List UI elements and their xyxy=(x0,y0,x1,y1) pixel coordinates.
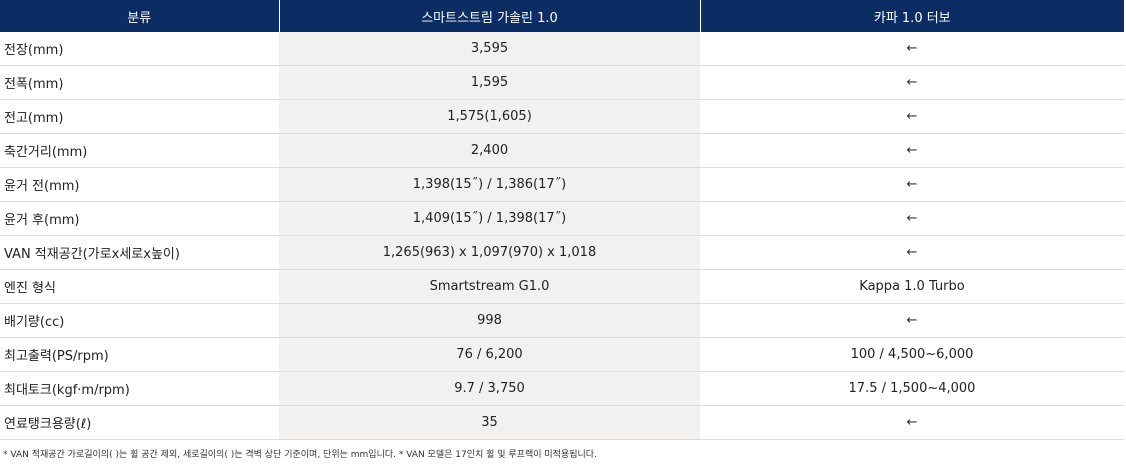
table-row: 축간거리(mm) 2,400 ← xyxy=(0,133,1124,168)
smartstream-value: 35 xyxy=(279,405,700,440)
spec-table: 분류 스마트스트림 가솔린 1.0 카파 1.0 터보 전장(mm) 3,595… xyxy=(0,0,1124,440)
kappa-value: ← xyxy=(700,201,1124,236)
smartstream-value: Smartstream G1.0 xyxy=(279,269,700,304)
row-label: 최고출력(PS/rpm) xyxy=(0,337,279,372)
row-label: 배기량(cc) xyxy=(0,303,279,338)
kappa-value: 17.5 / 1,500~4,000 xyxy=(700,371,1124,406)
row-label: 전장(mm) xyxy=(0,32,279,66)
smartstream-value: 1,398(15˝) / 1,386(17˝) xyxy=(279,167,700,202)
table-row: 최대토크(kgf·m/rpm) 9.7 / 3,750 17.5 / 1,500… xyxy=(0,371,1124,406)
row-label: 엔진 형식 xyxy=(0,269,279,304)
smartstream-value: 9.7 / 3,750 xyxy=(279,371,700,406)
header-smartstream: 스마트스트림 가솔린 1.0 xyxy=(279,0,701,32)
kappa-value: 100 / 4,500~6,000 xyxy=(700,337,1124,372)
smartstream-value: 3,595 xyxy=(279,32,700,66)
row-label: VAN 적재공간(가로x세로x높이) xyxy=(0,235,279,270)
kappa-value: ← xyxy=(700,99,1124,134)
smartstream-value: 2,400 xyxy=(279,133,700,168)
table-row: 배기량(cc) 998 ← xyxy=(0,303,1124,338)
kappa-value: ← xyxy=(700,167,1124,202)
smartstream-value: 1,575(1,605) xyxy=(279,99,700,134)
kappa-value: Kappa 1.0 Turbo xyxy=(700,269,1124,304)
table-row: 전장(mm) 3,595 ← xyxy=(0,32,1124,66)
row-label: 전폭(mm) xyxy=(0,65,279,100)
row-label: 축간거리(mm) xyxy=(0,133,279,168)
table-row: 전폭(mm) 1,595 ← xyxy=(0,65,1124,100)
kappa-value: ← xyxy=(700,303,1124,338)
smartstream-value: 998 xyxy=(279,303,700,338)
row-label: 윤거 후(mm) xyxy=(0,201,279,236)
table-row: VAN 적재공간(가로x세로x높이) 1,265(963) x 1,097(97… xyxy=(0,235,1124,270)
table-row: 연료탱크용량(ℓ) 35 ← xyxy=(0,405,1124,440)
row-label: 전고(mm) xyxy=(0,99,279,134)
table-row: 윤거 전(mm) 1,398(15˝) / 1,386(17˝) ← xyxy=(0,167,1124,202)
table-row: 최고출력(PS/rpm) 76 / 6,200 100 / 4,500~6,00… xyxy=(0,337,1124,372)
row-label: 연료탱크용량(ℓ) xyxy=(0,405,279,440)
header-category: 분류 xyxy=(0,0,280,32)
table-row: 전고(mm) 1,575(1,605) ← xyxy=(0,99,1124,134)
kappa-value: ← xyxy=(700,32,1124,66)
kappa-value: ← xyxy=(700,133,1124,168)
kappa-value: ← xyxy=(700,65,1124,100)
footnote: * VAN 적재공간 가로길이의( )는 휠 공간 제외, 세로길이의( )는 … xyxy=(3,450,597,460)
table-row: 윤거 후(mm) 1,409(15˝) / 1,398(17˝) ← xyxy=(0,201,1124,236)
table-row: 엔진 형식 Smartstream G1.0 Kappa 1.0 Turbo xyxy=(0,269,1124,304)
row-label: 최대토크(kgf·m/rpm) xyxy=(0,371,279,406)
kappa-value: ← xyxy=(700,405,1124,440)
smartstream-value: 76 / 6,200 xyxy=(279,337,700,372)
smartstream-value: 1,409(15˝) / 1,398(17˝) xyxy=(279,201,700,236)
header-kappa: 카파 1.0 터보 xyxy=(700,0,1124,32)
smartstream-value: 1,265(963) x 1,097(970) x 1,018 xyxy=(279,235,700,270)
kappa-value: ← xyxy=(700,235,1124,270)
table-header-row: 분류 스마트스트림 가솔린 1.0 카파 1.0 터보 xyxy=(0,0,1124,32)
row-label: 윤거 전(mm) xyxy=(0,167,279,202)
smartstream-value: 1,595 xyxy=(279,65,700,100)
